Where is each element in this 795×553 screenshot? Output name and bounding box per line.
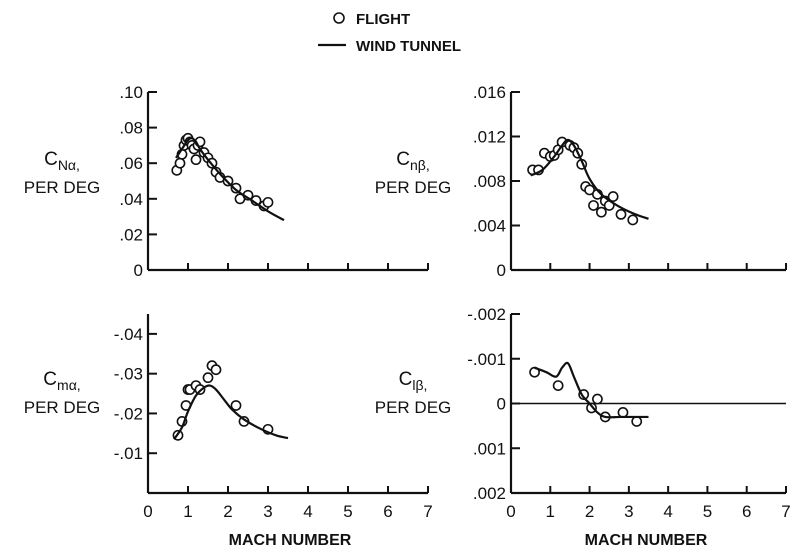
flight-point [210, 364, 222, 376]
flight-point [584, 184, 595, 196]
flight-point [230, 400, 242, 411]
flight-point [588, 200, 599, 211]
y-axis-unit: PER DEG [375, 398, 452, 417]
flight-point [627, 214, 639, 226]
y-tick-label: .008 [473, 172, 506, 191]
y-axis-label-subscript: Nα, [58, 157, 80, 173]
y-axis-unit: PER DEG [375, 178, 452, 197]
x-tick-label: 7 [781, 502, 790, 521]
x-tick-label: 5 [703, 502, 712, 521]
x-tick-label: 4 [303, 502, 312, 521]
y-axis-label-subscript: mα, [57, 377, 81, 393]
y-tick-label: -.001 [467, 350, 506, 369]
y-tick-label: .012 [473, 128, 506, 147]
y-axis-label-symbol: C [44, 149, 58, 170]
y-axis-label-symbol: C [396, 149, 410, 170]
flight-point [529, 366, 540, 378]
x-tick-label: 3 [624, 502, 633, 521]
legend-tunnel-label: WIND TUNNEL [356, 38, 461, 55]
y-tick-label: .04 [119, 190, 143, 209]
y-tick-label: .08 [119, 119, 143, 138]
x-tick-label: 0 [506, 502, 515, 521]
panel-cn-beta: 0 .004 .008 .012 .016 Cnβ, PER DEG [375, 83, 787, 280]
flight-point [190, 154, 202, 166]
flight-point [615, 208, 627, 220]
x-tick-label: 2 [223, 502, 232, 521]
wind-tunnel-curve [173, 384, 289, 440]
y-tick-label: -.01 [114, 444, 143, 463]
y-axis-label-subscript: lβ, [412, 377, 427, 393]
x-tick-label: 0 [143, 502, 152, 521]
x-tick-label: 1 [183, 502, 192, 521]
y-tick-label: .02 [119, 225, 143, 244]
y-tick-label: -.04 [114, 325, 143, 344]
y-axis-label: Cmα, [43, 369, 80, 393]
y-axis-label-symbol: C [399, 369, 413, 390]
y-tick-label: -.02 [114, 404, 143, 423]
y-tick-label: .001 [473, 439, 506, 458]
x-axis-label-left: MACH NUMBER [229, 532, 352, 549]
y-axis-label: CNα, [44, 149, 80, 173]
y-tick-label: 0 [134, 261, 143, 280]
y-axis-label: Cnβ, [396, 149, 429, 173]
y-tick-label: -.002 [467, 305, 506, 324]
x-tick-label: 5 [343, 502, 352, 521]
y-axis-label-symbol: C [43, 369, 57, 390]
y-axis-unit: PER DEG [24, 398, 101, 417]
x-tick-label: 6 [383, 502, 392, 521]
flight-point [202, 372, 214, 384]
x-tick-label: 6 [742, 502, 751, 521]
flight-point [174, 157, 186, 169]
y-tick-label: 0 [497, 261, 506, 280]
legend-flight-label: FLIGHT [356, 11, 410, 28]
x-axis-label-right: MACH NUMBER [585, 532, 708, 549]
y-tick-label: 0 [497, 395, 506, 414]
flight-point [552, 380, 564, 391]
x-tick-label: 2 [585, 502, 594, 521]
y-tick-label: .06 [119, 154, 143, 173]
flight-point [617, 407, 629, 418]
y-tick-label: .002 [473, 484, 506, 503]
flight-point [592, 393, 603, 405]
wind-tunnel-curve [175, 137, 285, 222]
legend: FLIGHT WIND TUNNEL [318, 11, 461, 55]
x-tick-label: 4 [663, 502, 672, 521]
panel-cl-beta: 0 1 2 3 4 5 6 7 -.002 -.001 0 .001 .002 Clβ, PER DEG [375, 305, 791, 521]
y-axis-label-subscript: nβ, [410, 157, 430, 173]
flight-point [631, 415, 643, 427]
y-tick-label: .10 [119, 83, 143, 102]
y-tick-label: -.03 [114, 365, 143, 384]
x-tick-label: 7 [423, 502, 432, 521]
legend-flight-marker [333, 12, 345, 24]
y-axis-label: Clβ, [399, 369, 428, 393]
flight-point [607, 191, 619, 202]
x-tick-label: 3 [263, 502, 272, 521]
y-axis-unit: PER DEG [24, 178, 101, 197]
y-tick-label: .004 [473, 217, 506, 236]
flight-point [262, 196, 274, 208]
y-tick-label: .016 [473, 83, 506, 102]
flight-point [595, 206, 607, 218]
wind-tunnel-curve [530, 138, 649, 220]
panel-cm-alpha: 0 1 2 3 4 5 6 7 -.01 -.02 -.03 -.04 Cmα, PER DEG [24, 314, 433, 521]
x-tick-label: 1 [546, 502, 555, 521]
wind-tunnel-curve [534, 361, 649, 419]
